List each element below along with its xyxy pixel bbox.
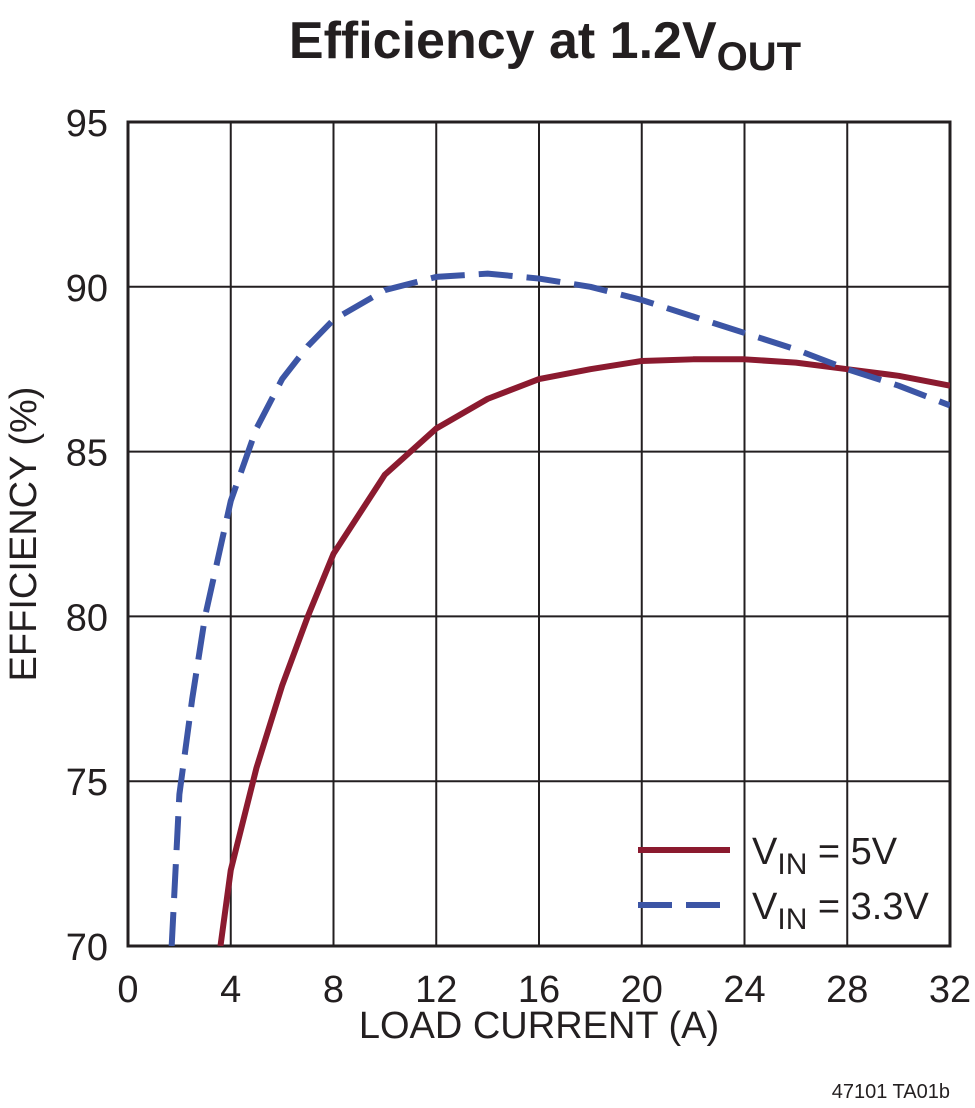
legend-text: V	[752, 831, 778, 873]
x-axis-label: LOAD CURRENT (A)	[359, 1005, 719, 1047]
x-tick-label: 20	[621, 969, 663, 1011]
x-tick-label: 24	[723, 969, 765, 1011]
series-group	[168, 270, 950, 946]
y-tick-label: 75	[66, 762, 108, 804]
title-subscript: OUT	[717, 35, 801, 79]
legend-suffix: = 5V	[807, 831, 897, 873]
x-tick-label: 8	[323, 969, 344, 1011]
x-tick-label: 32	[929, 969, 971, 1011]
y-tick-label: 85	[66, 433, 108, 475]
footnote: 47101 TA01b	[832, 1081, 950, 1103]
x-tick-label: 4	[220, 969, 241, 1011]
y-tick-label: 90	[66, 268, 108, 310]
x-tick-label: 0	[117, 969, 138, 1011]
legend-subscript: IN	[777, 848, 807, 881]
legend-suffix: = 3.3V	[807, 886, 929, 928]
x-tick-label: 16	[518, 969, 560, 1011]
legend-label: VIN = 3.3V	[752, 886, 929, 936]
chart-title: Efficiency at 1.2VOUT	[289, 12, 801, 79]
y-tick-label: 80	[66, 597, 108, 639]
legend-text: V	[752, 886, 778, 928]
y-tick-label: 70	[66, 927, 108, 969]
series-line	[217, 356, 950, 946]
x-tick-label: 28	[826, 969, 868, 1011]
legend-subscript: IN	[777, 903, 807, 936]
y-tick-label: 95	[66, 103, 108, 145]
y-axis-label: EFFICIENCY (%)	[3, 387, 45, 682]
legend-label: VIN = 5V	[752, 831, 898, 881]
plot-frame	[126, 120, 952, 948]
x-tick-label: 12	[415, 969, 457, 1011]
series-line	[168, 270, 950, 946]
title-text: Efficiency at 1.2V	[289, 12, 717, 70]
